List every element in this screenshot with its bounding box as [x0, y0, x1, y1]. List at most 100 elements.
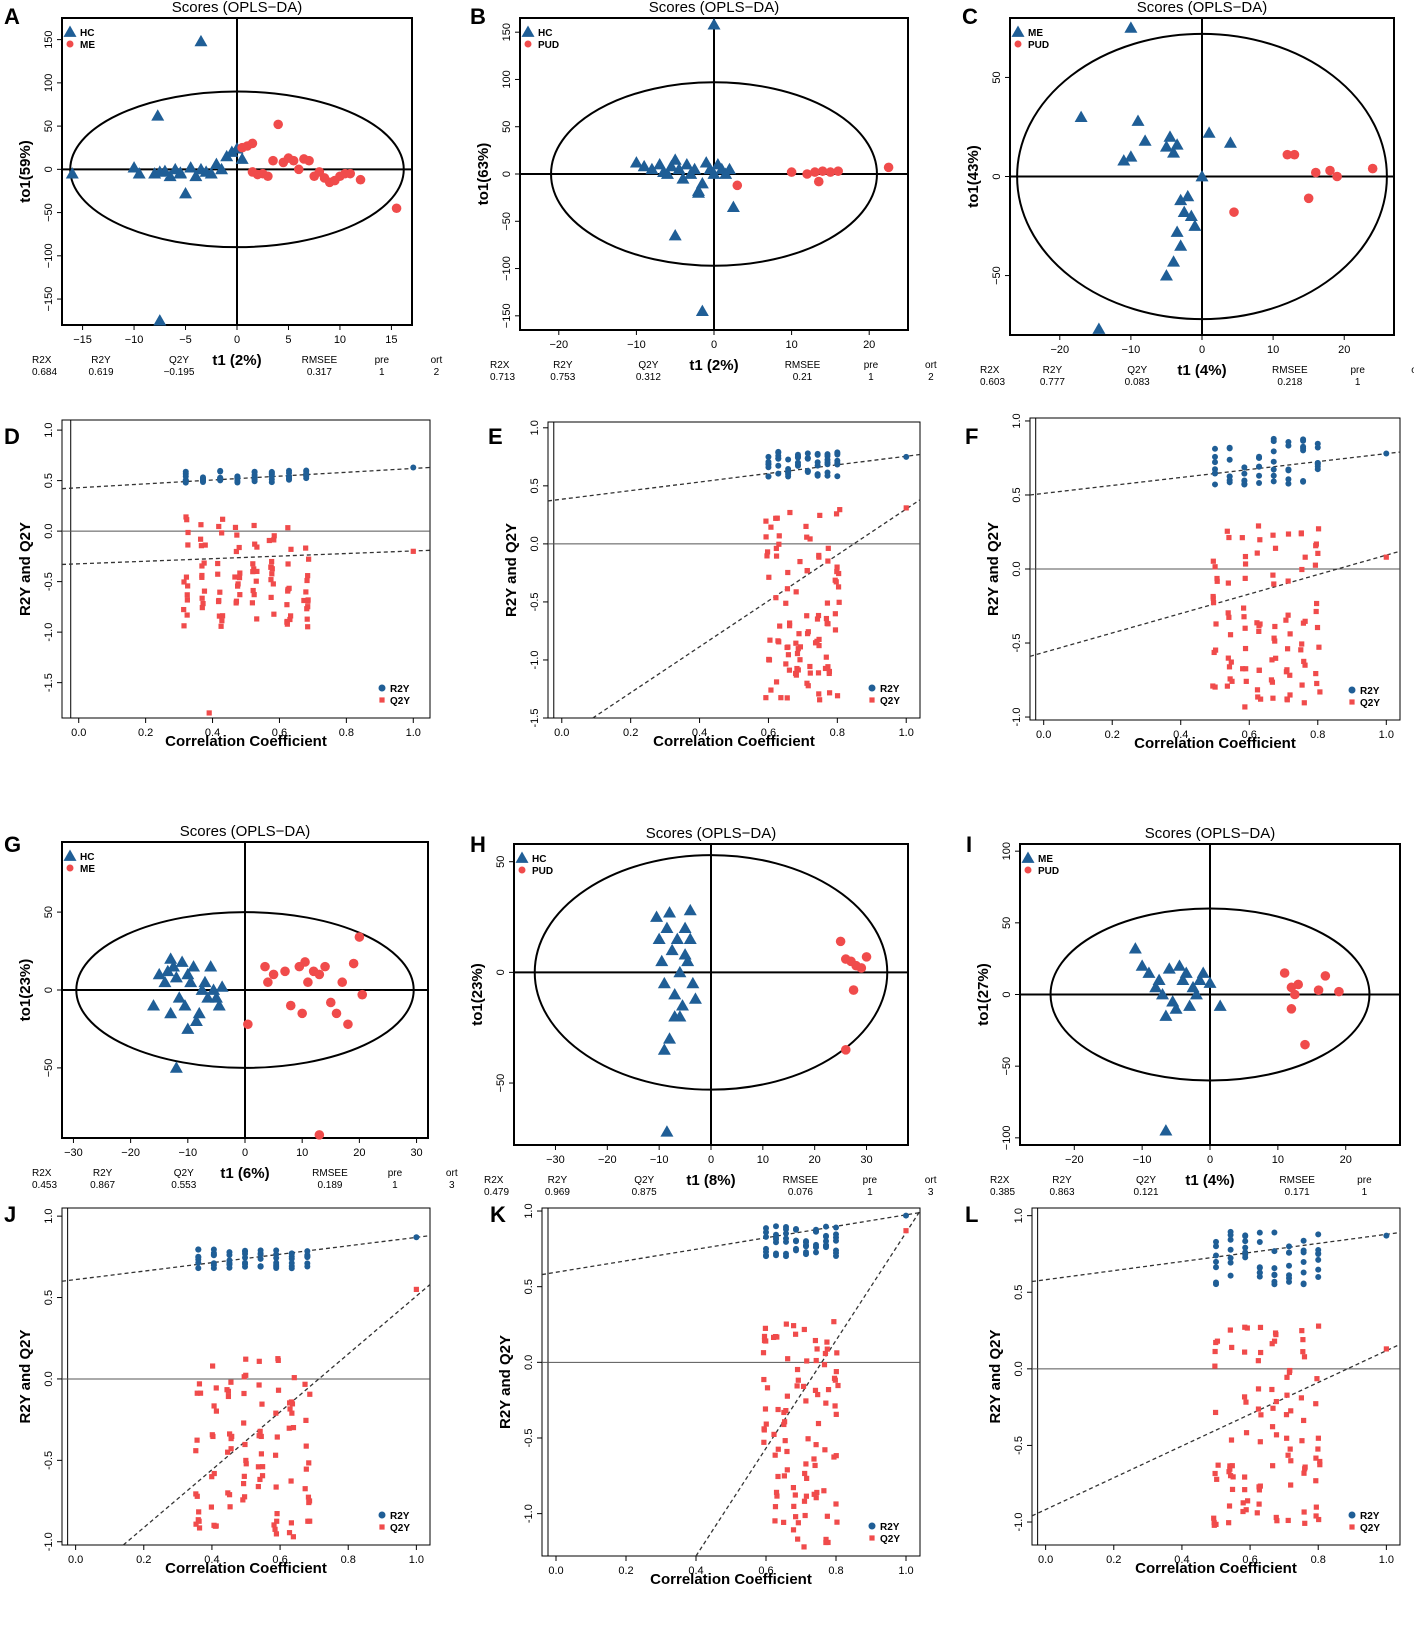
r2y-permutation-point — [1242, 1249, 1249, 1256]
q2y-permutation-point — [271, 537, 277, 543]
r2y-permutation-point — [813, 1228, 819, 1235]
q2y-permutation-point — [1240, 605, 1247, 611]
q2y-permutation-point — [273, 1410, 279, 1416]
x-tick-label: −10 — [650, 1154, 669, 1166]
y-tick-label: 0.5 — [43, 1290, 55, 1305]
q2y-permutation-point — [228, 1435, 234, 1442]
q2y-permutation-point — [193, 1521, 199, 1527]
data-point-hc — [637, 159, 651, 172]
x-tick-label: 10 — [785, 339, 797, 351]
q2y-permutation-point — [1313, 1401, 1319, 1407]
x-tick-label: 0.0 — [1038, 1554, 1053, 1566]
q2y-permutation-point — [286, 1530, 293, 1536]
legend-label: R2Y — [880, 1522, 900, 1533]
data-point-hc — [175, 955, 189, 967]
stat-value-r2y: 0.867 — [90, 1180, 115, 1191]
data-point-me — [304, 155, 314, 166]
data-point-hc — [152, 967, 166, 980]
r2y-permutation-point — [195, 1253, 202, 1260]
x-tick-label: 0.0 — [548, 1565, 563, 1577]
q2y-permutation-point — [305, 1494, 312, 1500]
q2y-original-point — [1383, 1346, 1389, 1352]
q2y-permutation-point — [811, 1456, 817, 1462]
chart-panel-d: D 0.0 0.2 0.4 0.6 0.8 1.0 -1.5 -1.0 -0.5 0.0 0.5 1.0… — [4, 419, 431, 750]
r2y-permutation-point — [783, 1226, 789, 1233]
x-axis-label: Correlation Coefficient — [165, 733, 327, 750]
data-point-me — [263, 171, 273, 182]
x-tick-label: 0.8 — [339, 727, 354, 739]
r2y-permutation-point — [1212, 459, 1218, 466]
data-point-hc — [665, 943, 679, 956]
x-tick-label: 0.4 — [692, 727, 707, 739]
q2y-permutation-point — [290, 1424, 297, 1431]
data-point-hc — [184, 975, 198, 988]
q2y-permutation-point — [1228, 1437, 1235, 1443]
x-tick-label: 0.2 — [618, 1565, 633, 1577]
r2y-permutation-point — [1285, 467, 1292, 474]
legend-marker — [378, 1511, 386, 1519]
q2y-permutation-point — [1314, 600, 1320, 607]
q2y-permutation-point — [1284, 1435, 1290, 1441]
q2y-permutation-point — [783, 1407, 789, 1414]
q2y-permutation-point — [1270, 532, 1276, 538]
chart-panel-l: L 0.0 0.2 0.4 0.6 0.8 1.0 -1.0 -0.5 0.0 0.5 1.0 Corr… — [965, 1202, 1401, 1577]
data-point-me — [280, 966, 290, 977]
q2y-permutation-point — [303, 1417, 309, 1423]
y-tick-label: -0.5 — [1011, 634, 1023, 653]
r2y-permutation-point — [783, 1235, 789, 1242]
q2y-permutation-point — [785, 652, 792, 658]
x-tick-label: 0.2 — [1106, 1554, 1121, 1566]
r2y-permutation-point — [195, 1265, 202, 1272]
q2y-permutation-point — [837, 507, 843, 513]
q2y-outlier-point — [206, 710, 212, 716]
q2y-permutation-point — [1212, 1348, 1218, 1355]
r2y-permutation-point — [765, 464, 772, 471]
q2y-permutation-point — [219, 530, 225, 536]
data-point-hc — [132, 167, 146, 179]
q2y-permutation-point — [252, 541, 258, 547]
q2y-permutation-point — [1242, 645, 1249, 652]
data-point-hc — [680, 158, 694, 170]
y-tick-label: 0.0 — [1013, 1361, 1025, 1376]
chart-panel-g: G Scores (OPLS−DA) −30 −20 −10 0 10 20 30 −50 0 50 t… — [4, 823, 458, 1191]
y-tick-label: −50 — [1001, 1057, 1013, 1076]
legend-marker — [521, 25, 535, 37]
q2y-permutation-point — [286, 1425, 292, 1431]
q2y-permutation-point — [773, 553, 780, 559]
q2y-permutation-point — [833, 1368, 839, 1375]
r2y-permutation-point — [226, 1261, 233, 1268]
y-tick-label: -1.0 — [1013, 1513, 1025, 1532]
q2y-permutation-point — [254, 616, 260, 622]
q2y-permutation-point — [256, 1433, 262, 1439]
r2y-permutation-point — [268, 468, 275, 475]
q2y-permutation-point — [304, 606, 310, 612]
x-axis-label: t1 (6%) — [220, 1165, 269, 1182]
data-point-hc — [215, 162, 229, 175]
q2y-permutation-point — [1317, 689, 1323, 695]
q2y-permutation-point — [288, 1478, 294, 1484]
y-tick-label: −50 — [43, 1059, 55, 1078]
q2y-permutation-point — [1314, 624, 1321, 631]
q2y-permutation-point — [1302, 554, 1308, 560]
stat-label-ort: ort — [431, 355, 443, 366]
q2y-permutation-point — [794, 1366, 801, 1373]
r2y-permutation-point — [765, 473, 772, 480]
data-point-me — [343, 1019, 353, 1030]
stat-label-r2x: R2X — [32, 355, 52, 366]
q2y-permutation-point — [1285, 612, 1291, 618]
q2y-permutation-point — [226, 1492, 233, 1498]
q2y-permutation-point — [802, 1470, 808, 1477]
r2y-permutation-point — [1227, 1228, 1234, 1235]
y-tick-label: 0 — [501, 171, 513, 177]
q2y-permutation-point — [836, 599, 842, 605]
q2y-permutation-point — [776, 533, 782, 539]
q2y-permutation-point — [786, 620, 793, 626]
r2y-permutation-point — [273, 1254, 280, 1261]
stat-label-r2y: R2Y — [553, 360, 573, 371]
r2y-permutation-point — [775, 470, 782, 477]
q2y-permutation-point — [288, 1399, 295, 1405]
r2y-permutation-point — [833, 1224, 839, 1231]
r2y-permutation-point — [242, 1254, 249, 1261]
r2y-permutation-point — [288, 1260, 295, 1267]
q2y-permutation-point — [833, 1411, 839, 1417]
